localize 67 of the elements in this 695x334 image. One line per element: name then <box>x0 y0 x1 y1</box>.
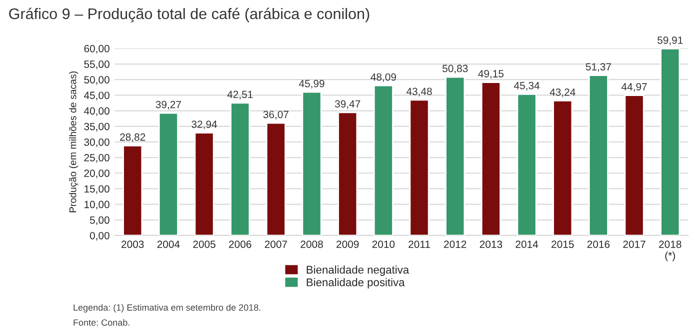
data-label: 48,09 <box>370 73 396 82</box>
x-tick-label: 2017 <box>623 240 646 248</box>
x-tick-label: 2013 <box>480 240 502 248</box>
bar <box>624 94 644 236</box>
y-tick-label: 25,00 <box>84 154 110 163</box>
data-label: 59,91 <box>658 36 683 46</box>
x-tick-label: 2016 <box>587 240 610 248</box>
data-label: 43,24 <box>550 88 576 98</box>
data-label: 51,37 <box>586 63 611 72</box>
x-tick-label: 2004 <box>157 240 180 248</box>
y-tick-label: 10,00 <box>84 200 110 210</box>
x-tick-label: 2006 <box>229 240 252 248</box>
legend-label: Bienalidade positiva <box>306 278 405 288</box>
bar <box>122 144 143 236</box>
bar <box>480 82 501 236</box>
x-tick-label: 2008 <box>300 240 323 248</box>
x-tick-label: 2011 <box>408 240 430 248</box>
x-tick-label: 2009 <box>336 240 359 248</box>
data-label: 42,51 <box>227 90 253 100</box>
y-tick-label: 50,00 <box>84 76 110 85</box>
y-tick-label: 15,00 <box>84 185 110 194</box>
bar <box>302 91 322 236</box>
legend-label: Bienalidade negativa <box>306 266 410 276</box>
bar <box>158 112 178 236</box>
bar <box>230 102 250 236</box>
y-tick-label: 60,00 <box>84 44 110 54</box>
data-label: 39,47 <box>334 100 360 109</box>
data-label: 32,94 <box>192 120 217 130</box>
text: Legenda: (1) Estimativa em setembro de 2018. <box>74 304 260 312</box>
x-tick-label: 2010 <box>372 240 395 248</box>
x-tick-label: 2005 <box>193 240 216 248</box>
y-tick-label: 5,00 <box>90 216 110 225</box>
bar <box>266 122 286 236</box>
bar <box>373 84 394 236</box>
x-tick-label: 2007 <box>264 240 287 248</box>
x-tick-label: 2018 (*) <box>659 240 682 262</box>
data-label: 43,48 <box>406 88 432 96</box>
bar <box>194 132 214 236</box>
y-tick-label: 45,00 <box>84 92 110 100</box>
bar <box>445 76 466 236</box>
data-label: 36,07 <box>263 110 288 120</box>
x-tick-label: 2012 <box>444 240 466 248</box>
bar <box>516 93 537 236</box>
bar <box>409 99 430 236</box>
y-axis-title: Produção (em milhões de sacas) <box>69 71 78 212</box>
y-tick-label: 0,00 <box>90 232 110 241</box>
data-label: 45,99 <box>298 80 324 88</box>
source-note: Fonte: Conab. <box>74 319 130 326</box>
y-tick-label: 40,00 <box>84 107 110 116</box>
bar <box>552 100 573 236</box>
y-tick-label: 55,00 <box>84 60 110 70</box>
data-label: 49,15 <box>478 70 504 79</box>
data-label: 50,83 <box>442 64 468 74</box>
y-tick-label: 35,00 <box>84 122 110 132</box>
bar <box>338 112 358 236</box>
x-tick-label: 2003 <box>122 240 144 248</box>
bar <box>588 74 608 236</box>
bar <box>660 48 680 236</box>
x-tick-label: 2014 <box>516 240 538 248</box>
data-label: 39,27 <box>156 100 181 110</box>
data-label: 45,34 <box>514 82 540 91</box>
chart-title: Gráfico 9 – Produção total de café (arábica e conilon) <box>9 8 370 22</box>
data-label: 44,97 <box>622 83 647 92</box>
y-tick-label: 30,00 <box>84 138 110 148</box>
y-tick-label: 20,00 <box>84 170 110 178</box>
x-tick-label: 2015 <box>552 240 574 248</box>
data-label: 28,82 <box>120 133 146 142</box>
